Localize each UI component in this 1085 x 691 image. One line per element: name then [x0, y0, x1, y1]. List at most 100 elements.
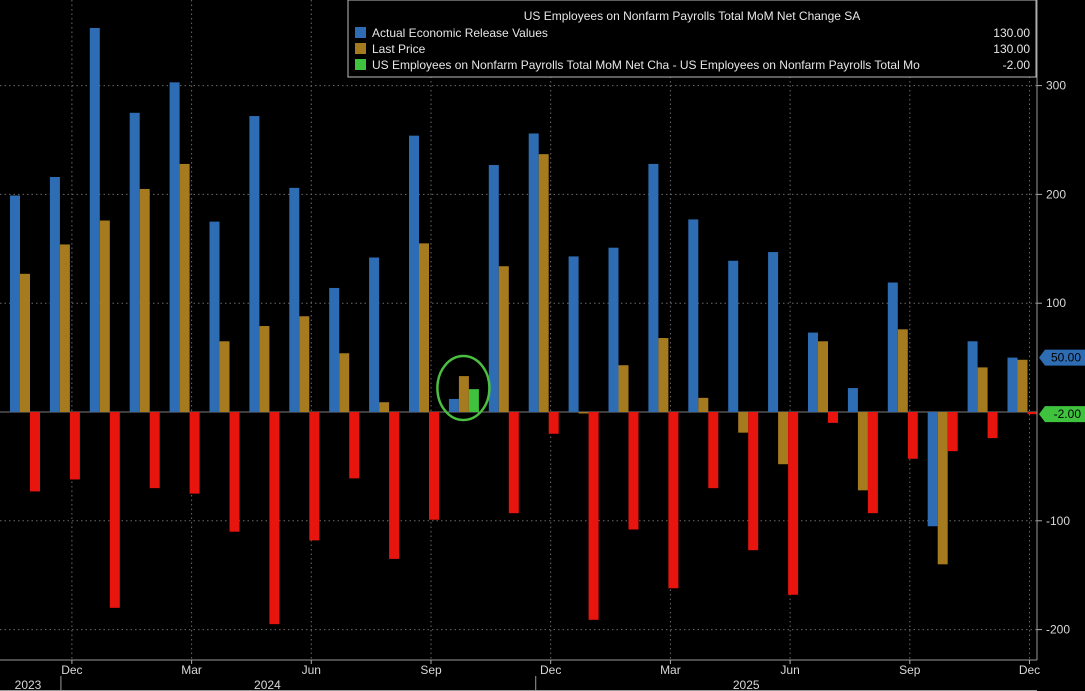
bar-series-3 — [748, 412, 759, 551]
bar-series-2 — [179, 163, 190, 412]
bar-series-1 — [10, 195, 20, 412]
bar-series-2 — [1017, 359, 1028, 412]
gridlines — [0, 0, 1037, 660]
value-badge — [1039, 349, 1085, 366]
legend-entry-label: Actual Economic Release Values — [372, 26, 548, 40]
bar-series-3 — [389, 412, 400, 559]
x-tick-label: Sep — [420, 663, 442, 677]
year-label: 2023 — [15, 678, 42, 691]
legend-swatch — [355, 27, 366, 38]
y-tick-label: -100 — [1046, 514, 1070, 528]
bar-series-2 — [658, 338, 669, 412]
bar-series-1 — [1007, 357, 1018, 412]
chart-title: US Employees on Nonfarm Payrolls Total M… — [524, 9, 861, 23]
bar-series-2 — [20, 273, 30, 412]
bars — [10, 27, 1038, 625]
bar-series-1 — [409, 135, 419, 412]
bar-series-1 — [967, 341, 978, 412]
bar-series-3 — [189, 412, 200, 494]
legend-swatch — [355, 43, 366, 54]
bar-series-1 — [688, 219, 699, 412]
bar-series-2 — [379, 402, 390, 412]
bar-series-1 — [887, 282, 898, 412]
bar-series-3 — [349, 412, 360, 479]
value-badge-label: -2.00 — [1054, 407, 1082, 421]
legend-entry-value: 130.00 — [993, 26, 1030, 40]
bar-series-1 — [927, 412, 938, 527]
legend: US Employees on Nonfarm Payrolls Total M… — [347, 0, 1037, 78]
bar-series-2 — [419, 243, 429, 412]
bar-series-3 — [628, 412, 639, 530]
value-badge — [1039, 406, 1085, 423]
bar-series-1 — [608, 247, 619, 412]
bar-series-1 — [169, 82, 180, 412]
bar-series-3 — [788, 412, 799, 595]
year-label: 2025 — [733, 678, 760, 691]
bar-series-3 — [30, 412, 40, 492]
legend-swatch — [355, 59, 366, 70]
bar-series-1 — [129, 112, 140, 413]
bar-series-2 — [139, 188, 150, 412]
legend-entry-label: US Employees on Nonfarm Payrolls Total M… — [372, 58, 920, 72]
legend-entry-value: -2.00 — [1003, 58, 1031, 72]
x-tick-label: Mar — [181, 663, 202, 677]
bar-series-2 — [59, 244, 70, 412]
bar-series-1 — [209, 221, 220, 412]
bar-series-3 — [867, 412, 878, 514]
bar-series-3 — [429, 412, 439, 520]
x-tick-label: Dec — [61, 663, 82, 677]
bar-series-3 — [947, 412, 958, 452]
bar-series-3 — [229, 412, 240, 532]
bar-series-1 — [488, 165, 499, 412]
bar-series-2 — [299, 316, 310, 412]
bar-series-2 — [857, 412, 868, 491]
bar-series-3 — [548, 412, 559, 434]
value-badge-label: 50.00 — [1051, 351, 1081, 365]
bar-series-1 — [329, 287, 340, 412]
x-tick-label: Mar — [660, 663, 681, 677]
bar-series-2 — [219, 341, 230, 412]
bar-series-2 — [578, 412, 589, 414]
bar-series-3 — [149, 412, 160, 489]
bar-series-2 — [99, 220, 110, 412]
legend-entry-label: Last Price — [372, 42, 426, 56]
year-label: 2024 — [254, 678, 281, 691]
bar-series-3 — [309, 412, 320, 541]
bar-series-1 — [89, 27, 100, 412]
bar-series-2 — [977, 367, 988, 412]
bar-series-2 — [778, 412, 789, 465]
bar-series-2 — [339, 353, 350, 412]
bar-series-1 — [568, 256, 579, 412]
bar-series-1 — [528, 133, 539, 413]
bar-series-1 — [448, 398, 459, 412]
legend-box — [347, 0, 1037, 78]
bar-series-3 — [987, 412, 998, 439]
highlight-circle — [436, 354, 491, 422]
bar-series-2 — [498, 266, 509, 412]
x-tick-label: Jun — [780, 663, 799, 677]
bar-series-2 — [458, 376, 469, 412]
x-tick-label: Sep — [899, 663, 921, 677]
y-tick-label: 200 — [1046, 187, 1066, 201]
bar-series-3 — [69, 412, 80, 480]
bar-series-3 — [708, 412, 719, 489]
bar-series-2 — [538, 154, 549, 413]
bar-series-3 — [828, 412, 838, 423]
bar-series-2 — [818, 341, 828, 412]
x-tick-label: Jun — [302, 663, 321, 677]
y-tick-label: -200 — [1046, 623, 1070, 637]
bar-series-2 — [937, 412, 948, 565]
bar-series-3 — [668, 412, 679, 589]
bar-series-1 — [847, 388, 858, 412]
legend-entry-value: 130.00 — [993, 42, 1030, 56]
bar-series-2 — [618, 365, 629, 412]
bar-series-2 — [259, 326, 270, 412]
bar-series-2 — [698, 397, 709, 412]
bar-series-3 — [907, 412, 918, 459]
bar-series-3 — [588, 412, 599, 620]
bar-series-1 — [289, 187, 300, 412]
x-tick-label: Dec — [1019, 663, 1040, 677]
bar-series-1 — [728, 260, 739, 412]
bar-series-1 — [768, 252, 779, 412]
bar-series-1 — [648, 163, 659, 412]
